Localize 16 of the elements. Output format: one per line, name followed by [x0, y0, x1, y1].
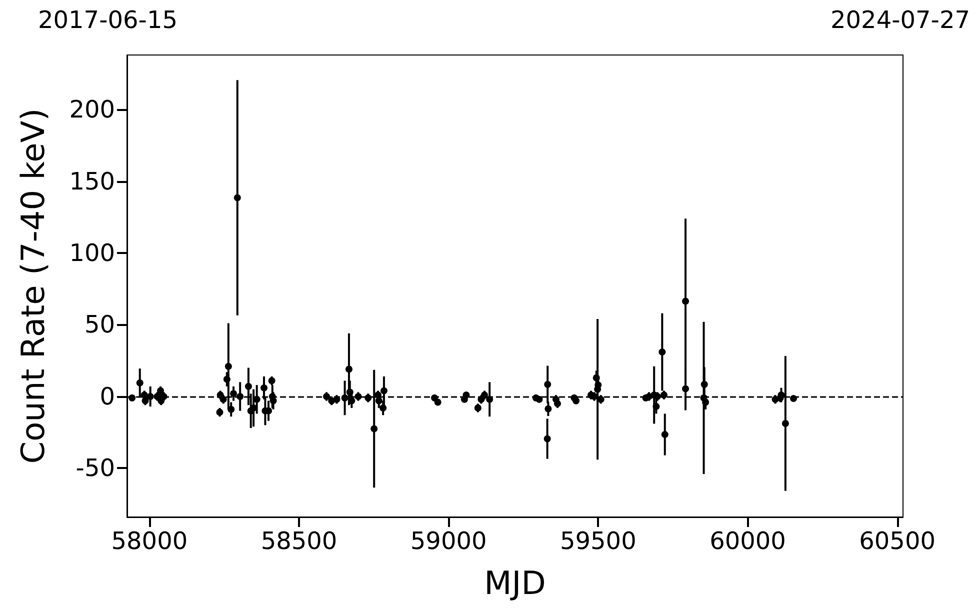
y-axis-title: Count Rate (7-40 keV): [14, 108, 52, 464]
y-tick-label: 0: [100, 382, 115, 410]
y-tick-label: -50: [76, 454, 115, 482]
y-tick-label: 150: [69, 167, 115, 196]
text: 2024-07-27: [830, 6, 970, 34]
x-tick-label: 58000: [111, 527, 188, 555]
x-tick-label: 58500: [260, 527, 338, 555]
x-tick-label: 59000: [410, 527, 487, 555]
y-tick-label: 200: [69, 96, 115, 124]
x-tick-label: 60500: [859, 527, 936, 555]
x-tick-label: 60000: [710, 527, 786, 555]
x-tick-label: 59500: [560, 527, 636, 555]
y-tick-label: 50: [84, 310, 115, 339]
y-tick-label: 100: [69, 239, 115, 267]
x-axis-title: MJD: [484, 564, 546, 602]
text: 2017-06-15: [38, 6, 178, 34]
